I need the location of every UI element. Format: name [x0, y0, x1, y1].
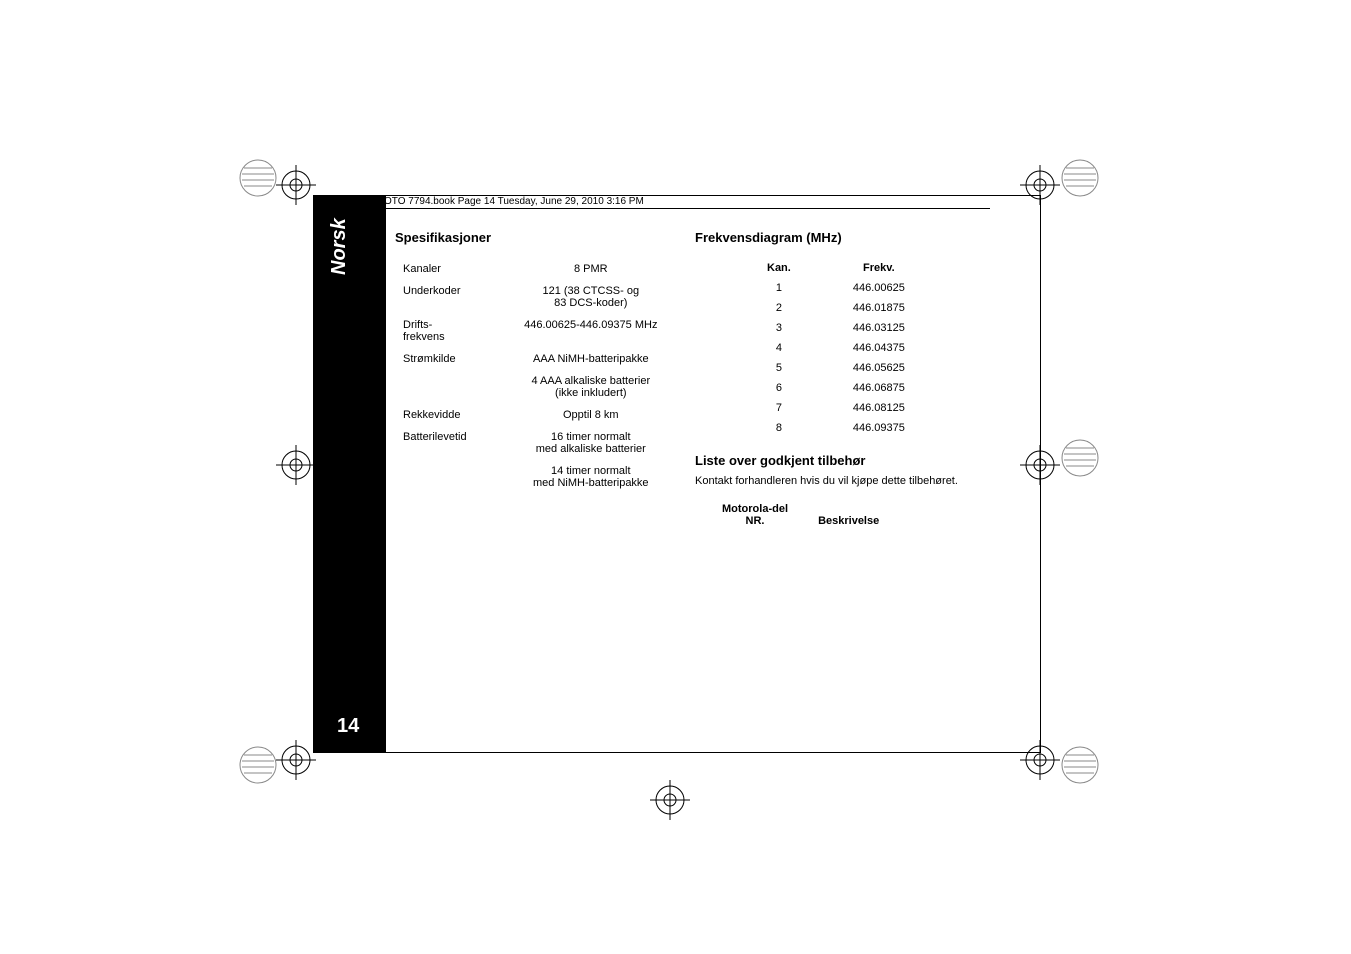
spec-row: Kanaler8 PMR — [397, 259, 673, 279]
sidebar-language-label: Norsk — [328, 218, 351, 275]
spec-label: Strømkilde — [397, 349, 507, 369]
hatched-circle-icon — [1060, 158, 1100, 198]
freq-title: Frekvensdiagram (MHz) — [695, 230, 995, 245]
hatched-circle-icon — [238, 158, 278, 198]
accessory-text: Kontakt forhandleren hvis du vil kjøpe d… — [695, 474, 995, 489]
freq-channel: 8 — [737, 419, 821, 437]
spec-value: 16 timer normalt med alkaliske batterier — [509, 427, 673, 459]
freq-value: 446.04375 — [823, 339, 935, 357]
freq-value: 446.08125 — [823, 399, 935, 417]
freq-channel: 2 — [737, 299, 821, 317]
spec-row: Drifts- frekvens446.00625-446.09375 MHz — [397, 315, 673, 347]
accessory-title: Liste over godkjent tilbehør — [695, 453, 995, 468]
spec-value: 8 PMR — [509, 259, 673, 279]
freq-row: 5446.05625 — [737, 359, 935, 377]
registration-mark-bc — [650, 780, 690, 820]
freq-header-channel: Kan. — [737, 259, 821, 277]
hatched-circle-icon — [1060, 438, 1100, 478]
spec-value: 121 (38 CTCSS- og 83 DCS-koder) — [509, 281, 673, 313]
registration-mark-tl — [276, 165, 316, 205]
accessory-table-header: Motorola-del NR. Beskrivelse — [695, 503, 995, 527]
spec-row: 4 AAA alkaliske batterier (ikke inkluder… — [397, 371, 673, 403]
registration-mark-bl — [276, 740, 316, 780]
accessory-header-partno-2: NR. — [746, 515, 765, 527]
freq-row: 2446.01875 — [737, 299, 935, 317]
freq-value: 446.06875 — [823, 379, 935, 397]
spec-label: Drifts- frekvens — [397, 315, 507, 347]
freq-channel: 3 — [737, 319, 821, 337]
spec-row: Underkoder121 (38 CTCSS- og 83 DCS-koder… — [397, 281, 673, 313]
spec-row: RekkeviddeOpptil 8 km — [397, 405, 673, 425]
spec-label: Kanaler — [397, 259, 507, 279]
freq-channel: 5 — [737, 359, 821, 377]
accessory-header-partno-1: Motorola-del — [722, 503, 788, 515]
freq-row: 8446.09375 — [737, 419, 935, 437]
spec-value: AAA NiMH-batteripakke — [509, 349, 673, 369]
freq-value: 446.09375 — [823, 419, 935, 437]
spec-value: Opptil 8 km — [509, 405, 673, 425]
freq-row: 4446.04375 — [737, 339, 935, 357]
sidebar — [313, 195, 386, 753]
spec-label: Underkoder — [397, 281, 507, 313]
freq-row: 1446.00625 — [737, 279, 935, 297]
specs-title: Spesifikasjoner — [395, 230, 675, 245]
freq-value: 446.01875 — [823, 299, 935, 317]
spec-row: Batterilevetid16 timer normalt med alkal… — [397, 427, 673, 459]
freq-channel: 4 — [737, 339, 821, 357]
spec-row: StrømkildeAAA NiMH-batteripakke — [397, 349, 673, 369]
freq-value: 446.03125 — [823, 319, 935, 337]
spec-label: Batterilevetid — [397, 427, 507, 459]
spec-value: 446.00625-446.09375 MHz — [509, 315, 673, 347]
freq-row: 7446.08125 — [737, 399, 935, 417]
freq-row: 6446.06875 — [737, 379, 935, 397]
freq-row: 3446.03125 — [737, 319, 935, 337]
spec-value: 14 timer normalt med NiMH-batteripakke — [509, 461, 673, 493]
freq-value: 446.00625 — [823, 279, 935, 297]
accessory-header-description: Beskrivelse — [818, 515, 879, 527]
freq-header-frequency: Frekv. — [823, 259, 935, 277]
running-head: OTO 7794.book Page 14 Tuesday, June 29, … — [380, 196, 648, 207]
freq-channel: 6 — [737, 379, 821, 397]
freq-channel: 1 — [737, 279, 821, 297]
specs-table: Kanaler8 PMRUnderkoder121 (38 CTCSS- og … — [395, 257, 675, 495]
hatched-circle-icon — [238, 745, 278, 785]
spec-label: Rekkevidde — [397, 405, 507, 425]
spec-value: 4 AAA alkaliske batterier (ikke inkluder… — [509, 371, 673, 403]
spec-label — [397, 371, 507, 403]
page-number: 14 — [337, 715, 359, 738]
hatched-circle-icon — [1060, 745, 1100, 785]
left-column: Spesifikasjoner Kanaler8 PMRUnderkoder12… — [395, 230, 675, 495]
right-column: Frekvensdiagram (MHz) Kan. Frekv. 1446.0… — [695, 230, 995, 527]
freq-channel: 7 — [737, 399, 821, 417]
header-rule — [370, 208, 990, 209]
spec-label — [397, 461, 507, 493]
spec-row: 14 timer normalt med NiMH-batteripakke — [397, 461, 673, 493]
freq-value: 446.05625 — [823, 359, 935, 377]
registration-mark-ml — [276, 445, 316, 485]
frequency-table: Kan. Frekv. 1446.006252446.018753446.031… — [735, 257, 937, 439]
